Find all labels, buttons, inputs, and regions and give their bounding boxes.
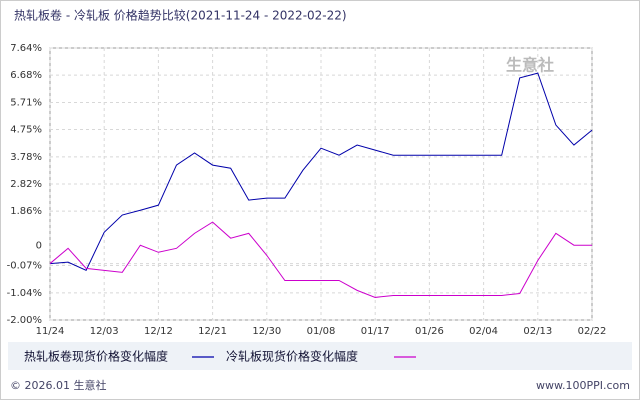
y-tick-label: -2.00%	[7, 315, 42, 326]
y-tick-label: -1.04%	[7, 288, 42, 299]
footer-left: © 2026.01 生意社	[10, 378, 106, 392]
y-tick-label: 6.68%	[10, 70, 42, 81]
x-tick-label: 12/30	[252, 326, 281, 337]
footer-right: www.100PPI.com	[536, 379, 630, 392]
y-tick-label: 5.71%	[10, 97, 42, 108]
x-tick-label: 01/26	[415, 326, 444, 337]
y-tick-label: -0.07%	[7, 261, 42, 272]
legend-bg	[8, 342, 632, 370]
line-series	[49, 72, 593, 271]
y-tick-label: 3.78%	[10, 152, 42, 163]
legend-label: 冷轧板现货价格变化幅度	[226, 349, 358, 364]
x-tick-label: 02/04	[469, 326, 498, 337]
x-tick-label: 01/17	[361, 326, 390, 337]
legend-label: 热轧板卷现货价格变化幅度	[24, 349, 168, 364]
x-tick-label: 12/03	[90, 326, 119, 337]
y-tick-label: 1.86%	[10, 206, 42, 217]
x-tick-label: 11/24	[36, 326, 65, 337]
chart-title: 热轧板卷 - 冷轧板 价格趋势比较(2021-11-24 - 2022-02-2…	[14, 8, 347, 23]
x-tick-label: 12/21	[198, 326, 227, 337]
line-series	[49, 221, 592, 298]
y-tick-label: 0	[36, 241, 42, 252]
x-tick-label: 02/13	[523, 326, 552, 337]
y-tick-label: 2.82%	[10, 179, 42, 190]
y-tick-label: 7.64%	[10, 43, 42, 54]
x-tick-label: 12/12	[144, 326, 173, 337]
watermark: 生意社	[506, 56, 554, 75]
x-tick-label: 01/08	[307, 326, 336, 337]
y-tick-label: 4.75%	[10, 125, 42, 136]
x-tick-label: 02/22	[578, 326, 607, 337]
